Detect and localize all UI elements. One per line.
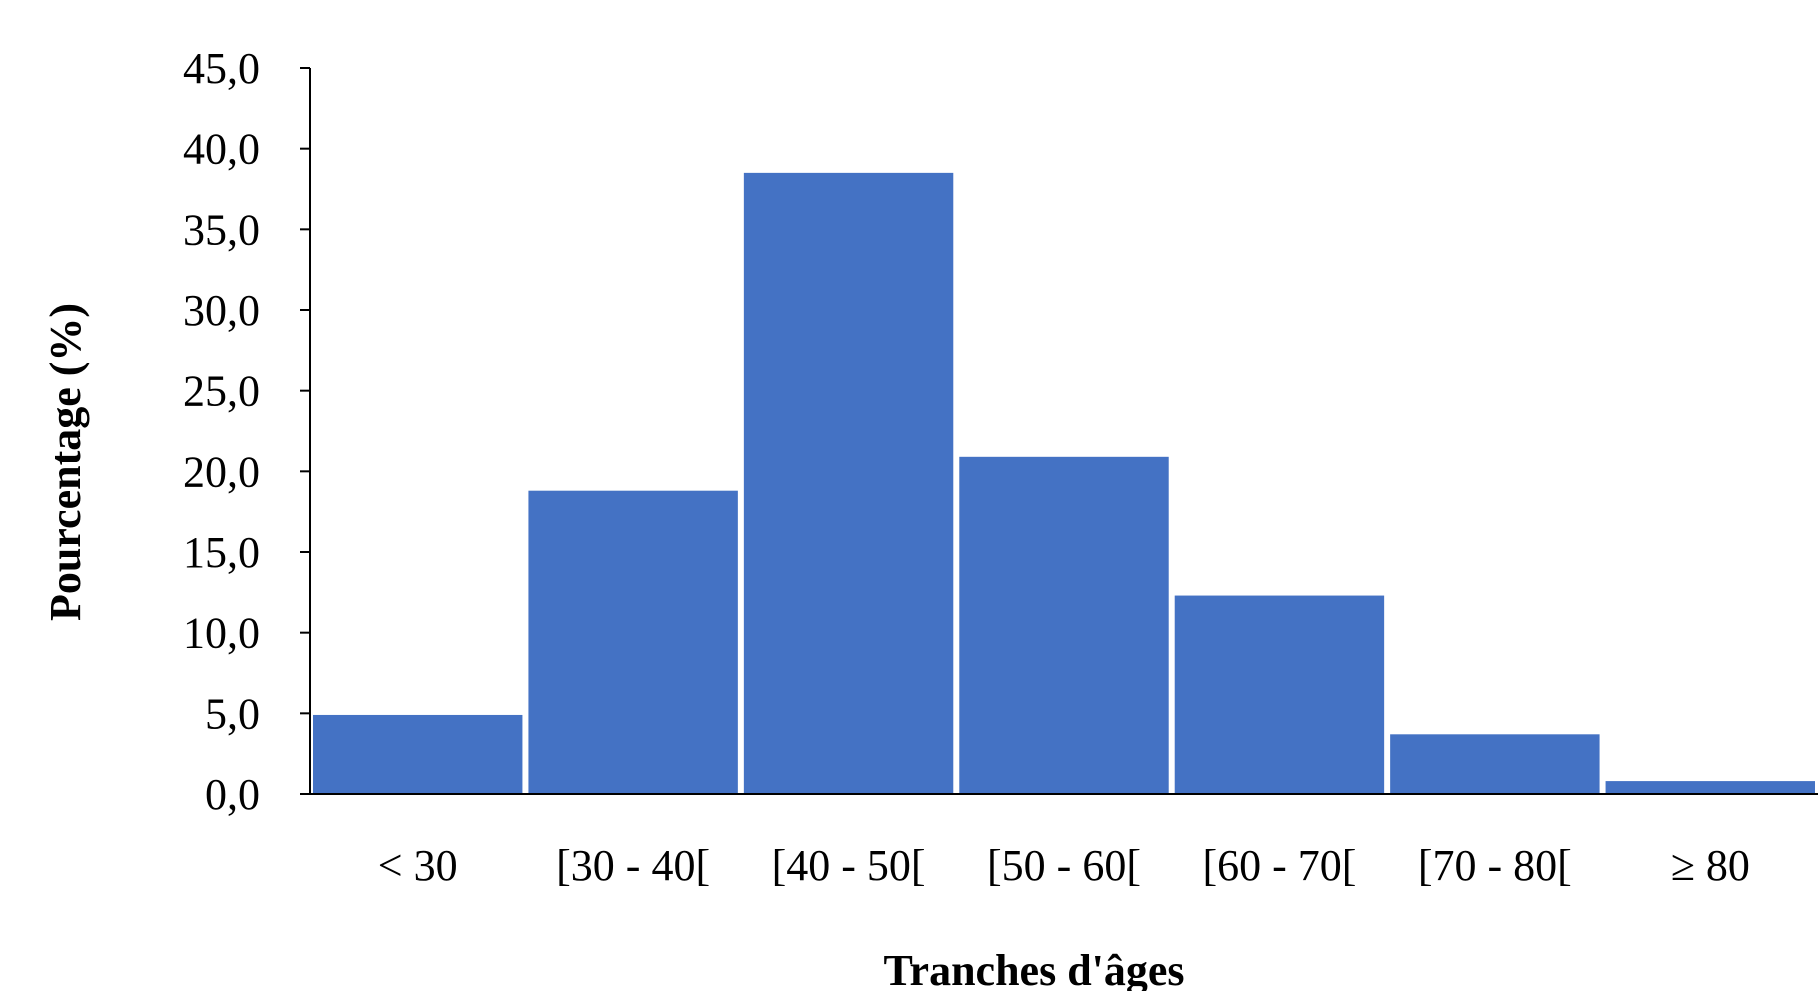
bar-5: [1390, 734, 1600, 794]
bar-0: [313, 714, 523, 794]
bar-2: [743, 172, 954, 794]
x-category-label: < 30: [378, 841, 458, 890]
y-tick-label: 0,0: [205, 770, 260, 819]
x-category-label: [50 - 60[: [987, 841, 1141, 890]
y-tick-label: 20,0: [183, 447, 260, 496]
labels-layer: 0,0 5,0 10,0 15,0 20,0 25,0 30,0 35,0 40,0 45,0 < …: [183, 44, 1750, 890]
x-axis-title: Tranches d'âges: [883, 946, 1184, 991]
x-category-label: [70 - 80[: [1418, 841, 1572, 890]
x-category-label: [30 - 40[: [556, 841, 710, 890]
bar-1: [528, 490, 738, 794]
x-category-label: ≥ 80: [1671, 841, 1750, 890]
bar-3: [959, 456, 1169, 794]
bars-layer: [313, 172, 1815, 794]
bar-4: [1174, 595, 1385, 794]
y-tick-label: 25,0: [183, 367, 260, 416]
y-tick-label: 10,0: [183, 609, 260, 658]
x-category-label: [60 - 70[: [1202, 841, 1356, 890]
y-tick-label: 40,0: [183, 125, 260, 174]
y-axis-title: Pourcentage (%): [41, 303, 90, 621]
y-tick-label: 35,0: [183, 205, 260, 254]
axes-layer: [300, 67, 1818, 795]
bar-6: [1605, 781, 1815, 794]
y-tick-label: 15,0: [183, 528, 260, 577]
y-tick-label: 30,0: [183, 286, 260, 335]
y-tick-label: 45,0: [183, 44, 260, 93]
y-tick-label: 5,0: [205, 689, 260, 738]
x-category-label: [40 - 50[: [772, 841, 926, 890]
